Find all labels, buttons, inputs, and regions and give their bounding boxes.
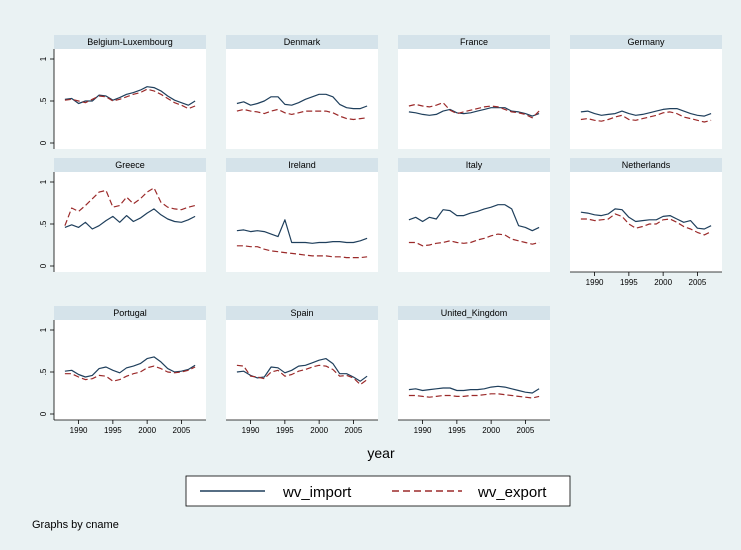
- series-line-wv-import: [236, 219, 368, 244]
- panel-header: [54, 158, 206, 172]
- plot-area: [54, 49, 206, 149]
- panel-portugal: Portugal 0 .5 1 1990 1995 2000 2005: [39, 306, 206, 435]
- series-line-wv-export: [408, 233, 540, 247]
- y-tick-label: 1: [39, 56, 48, 61]
- series-line-wv-export: [408, 102, 540, 119]
- y-tick-label: .5: [39, 368, 48, 375]
- panels-layer: Belgium-Luxembourg 0 .5 1 Denmark France Germa…: [39, 35, 722, 435]
- series-line-wv-import: [408, 385, 540, 394]
- panel-ireland: Ireland: [226, 158, 378, 272]
- x-tick-label: 1990: [586, 278, 604, 287]
- panel-title: Netherlands: [622, 160, 671, 170]
- plot-area: [54, 320, 206, 420]
- x-tick-label: 2000: [482, 426, 500, 435]
- x-tick-label: 1995: [448, 426, 466, 435]
- panel-header: [54, 35, 206, 49]
- panel-title: Portugal: [113, 308, 147, 318]
- x-tick-label: 2005: [173, 426, 191, 435]
- panel-netherlands: Netherlands 1990 1995 2000 2005: [570, 158, 722, 287]
- panel-title: Germany: [627, 37, 665, 47]
- legend-label-export: wv_export: [477, 484, 547, 501]
- plot-area: [398, 320, 550, 420]
- x-tick-label: 1990: [414, 426, 432, 435]
- panel-header: [226, 158, 378, 172]
- x-tick-label: 1995: [620, 278, 638, 287]
- x-tick-label: 1990: [242, 426, 260, 435]
- panel-spain: Spain 1990 1995 2000 2005: [226, 306, 378, 435]
- panel-header: [398, 35, 550, 49]
- series-line-wv-export: [580, 213, 712, 236]
- y-tick-label: 1: [39, 327, 48, 332]
- series-line-wv-export: [64, 88, 196, 110]
- x-tick-label: 2005: [517, 426, 535, 435]
- plot-area: [226, 49, 378, 149]
- panel-germany: Germany: [570, 35, 722, 149]
- y-tick-label: .5: [39, 97, 48, 104]
- series-line-wv-export: [236, 245, 368, 259]
- panel-title: Greece: [115, 160, 145, 170]
- panel-title: Belgium-Luxembourg: [87, 37, 173, 47]
- panel-header: [398, 306, 550, 320]
- panel-header: [226, 35, 378, 49]
- x-tick-label: 2005: [345, 426, 363, 435]
- graph-note: Graphs by cname: [32, 519, 119, 531]
- x-tick-label: 2000: [310, 426, 328, 435]
- panel-header: [398, 158, 550, 172]
- panel-title: France: [460, 37, 488, 47]
- panel-header: [226, 306, 378, 320]
- panel-united-kingdom: United_Kingdom 1990 1995 2000 2005: [398, 306, 550, 435]
- x-tick-label: 1995: [276, 426, 294, 435]
- plot-area: [570, 172, 722, 272]
- panel-title: Italy: [466, 160, 483, 170]
- legend-label-import: wv_import: [282, 484, 352, 501]
- series-line-wv-import: [580, 107, 712, 117]
- plot-area: [398, 172, 550, 272]
- panel-greece: Greece 0 .5 1: [39, 158, 206, 272]
- panel-header: [570, 35, 722, 49]
- series-line-wv-import: [64, 208, 196, 230]
- panel-belgium-luxembourg: Belgium-Luxembourg 0 .5 1: [39, 35, 206, 149]
- plot-area: [226, 172, 378, 272]
- series-line-wv-export: [64, 187, 196, 226]
- series-line-wv-import: [408, 107, 540, 117]
- x-tick-label: 2000: [138, 426, 156, 435]
- y-tick-label: 0: [39, 263, 48, 268]
- y-tick-label: 0: [39, 140, 48, 145]
- x-tick-label: 2005: [689, 278, 707, 287]
- series-line-wv-import: [408, 204, 540, 232]
- panel-denmark: Denmark: [226, 35, 378, 149]
- panel-title: United_Kingdom: [441, 308, 508, 318]
- y-tick-label: .5: [39, 220, 48, 227]
- legend: wv_import wv_export: [185, 475, 571, 507]
- series-line-wv-export: [408, 393, 540, 399]
- y-tick-label: 0: [39, 411, 48, 416]
- plot-area: [570, 49, 722, 149]
- panel-header: [570, 158, 722, 172]
- series-line-wv-import: [580, 208, 712, 230]
- series-line-wv-export: [580, 111, 712, 123]
- panel-italy: Italy: [398, 158, 550, 272]
- plot-area: [398, 49, 550, 149]
- panel-title: Denmark: [284, 37, 321, 47]
- panel-france: France: [398, 35, 550, 149]
- series-line-wv-export: [236, 364, 368, 386]
- x-tick-label: 2000: [654, 278, 672, 287]
- series-line-wv-export: [64, 365, 196, 382]
- series-line-wv-export: [236, 108, 368, 121]
- panel-title: Ireland: [288, 160, 316, 170]
- x-tick-label: 1995: [104, 426, 122, 435]
- x-tick-label: 1990: [70, 426, 88, 435]
- panel-header: [54, 306, 206, 320]
- y-tick-label: 1: [39, 179, 48, 184]
- panel-title: Spain: [290, 308, 313, 318]
- x-axis-title: year: [367, 445, 395, 461]
- series-line-wv-import: [236, 93, 368, 110]
- series-line-wv-import: [64, 356, 196, 378]
- series-line-wv-import: [64, 86, 196, 106]
